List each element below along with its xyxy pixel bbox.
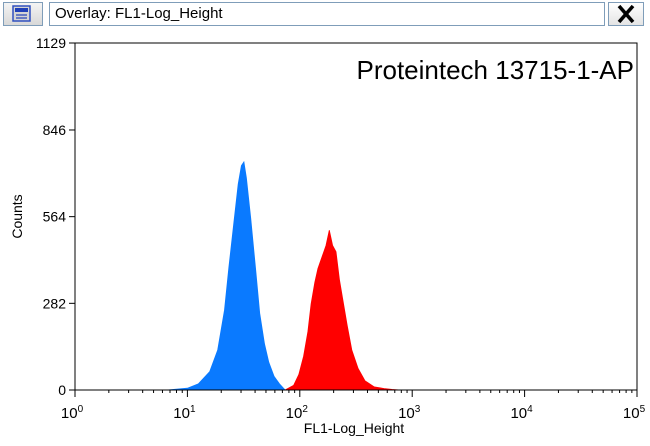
x-tick-label: 104 bbox=[510, 404, 533, 422]
plot-frame bbox=[74, 42, 638, 391]
y-tick-label: 846 bbox=[43, 122, 67, 138]
close-icon bbox=[617, 4, 635, 24]
y-tick-label: 0 bbox=[58, 382, 66, 398]
close-button[interactable] bbox=[608, 2, 644, 26]
y-axis-label: Counts bbox=[9, 194, 25, 238]
x-tick-label: 105 bbox=[623, 404, 646, 422]
x-tick-label: 103 bbox=[398, 404, 421, 422]
x-tick-label: 102 bbox=[286, 404, 309, 422]
antibody-annotation: Proteintech 13715-1-AP bbox=[356, 55, 634, 85]
y-tick-label: 1129 bbox=[36, 35, 66, 51]
histogram-series-1 bbox=[284, 230, 401, 391]
window-title: Overlay: FL1-Log_Height bbox=[49, 2, 605, 26]
histogram-window-icon[interactable] bbox=[3, 2, 43, 26]
x-tick-label: 101 bbox=[173, 404, 196, 422]
y-tick-label: 282 bbox=[43, 295, 67, 311]
x-axis-label: FL1-Log_Height bbox=[304, 420, 405, 436]
x-tick-label: 100 bbox=[61, 404, 84, 422]
window-titlebar: Overlay: FL1-Log_Height bbox=[0, 0, 650, 28]
y-tick-label: 564 bbox=[43, 209, 67, 225]
histogram-chart: 0 282 564 846 1129 100 101 102 103 104 105 FL1-Log_… bbox=[9, 35, 646, 436]
histogram-series-0 bbox=[167, 160, 287, 391]
